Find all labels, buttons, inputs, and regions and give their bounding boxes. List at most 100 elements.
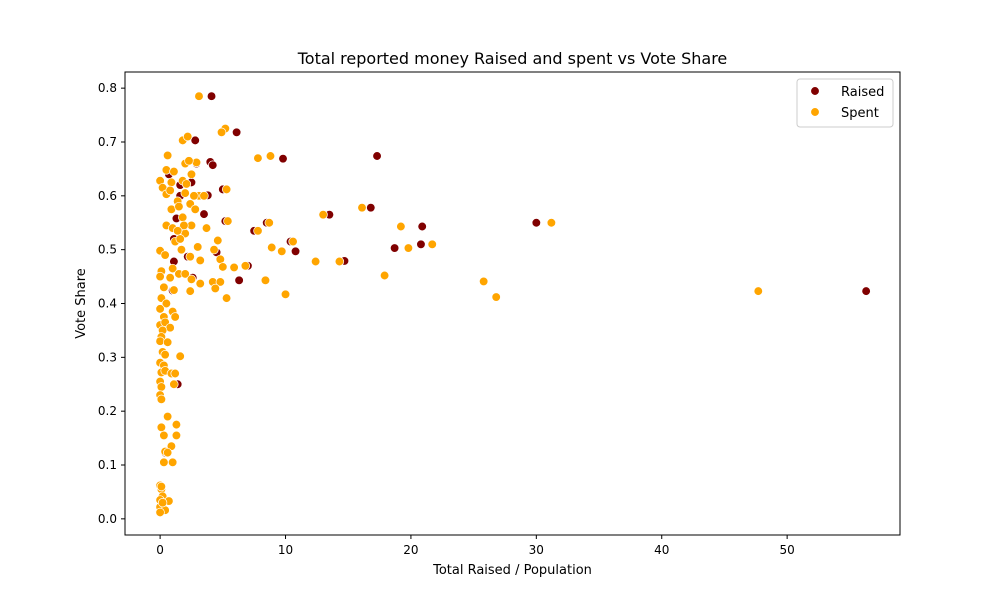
point-raised — [389, 243, 400, 253]
point-raised — [206, 91, 217, 101]
point-spent — [403, 243, 414, 253]
point-spent — [175, 351, 185, 361]
point-spent — [199, 191, 209, 201]
point-spent — [221, 184, 232, 195]
y-tick-label: 0.5 — [98, 243, 117, 257]
point-raised — [366, 203, 376, 213]
point-spent — [189, 191, 199, 201]
point-spent — [280, 289, 291, 300]
point-spent — [194, 91, 204, 101]
point-spent — [161, 165, 172, 175]
point-spent — [223, 216, 233, 226]
legend-label-spent: Spent — [841, 106, 879, 121]
point-spent — [160, 350, 170, 360]
point-raised — [861, 286, 871, 296]
point-raised — [416, 239, 426, 249]
x-axis-label: Total Raised / Population — [432, 563, 592, 578]
point-spent — [201, 223, 212, 233]
point-spent — [277, 246, 287, 256]
point-spent — [181, 179, 192, 189]
point-spent — [170, 368, 180, 379]
point-spent — [491, 292, 501, 302]
x-tick-label: 10 — [278, 543, 293, 557]
point-spent — [253, 153, 263, 163]
point-spent — [193, 242, 203, 252]
point-spent — [218, 262, 228, 272]
point-spent — [184, 156, 194, 166]
point-spent — [195, 278, 205, 289]
point-raised — [199, 209, 209, 219]
point-spent — [216, 127, 227, 137]
point-spent — [156, 382, 167, 392]
y-tick-label: 0.0 — [98, 512, 117, 526]
point-spent — [191, 157, 202, 168]
point-spent — [156, 481, 167, 492]
point-spent — [288, 236, 298, 247]
point-spent — [175, 234, 185, 244]
point-spent — [185, 286, 195, 296]
point-spent — [265, 151, 276, 161]
y-tick-label: 0.2 — [98, 404, 117, 418]
point-spent — [753, 286, 763, 296]
point-spent — [240, 261, 251, 271]
legend-label-raised: Raised — [841, 85, 884, 100]
point-spent — [186, 169, 197, 179]
point-raised — [417, 221, 427, 232]
point-spent — [176, 245, 187, 255]
point-spent — [180, 188, 190, 198]
point-spent — [170, 312, 180, 322]
point-spent — [155, 304, 165, 314]
x-tick-label: 40 — [654, 543, 669, 557]
point-spent — [157, 498, 168, 508]
y-tick-label: 0.4 — [98, 297, 117, 311]
data-points — [155, 91, 871, 518]
point-spent — [209, 245, 219, 255]
point-spent — [173, 226, 183, 236]
point-spent — [162, 150, 173, 161]
point-spent — [179, 220, 189, 231]
point-spent — [195, 255, 205, 266]
point-spent — [161, 298, 172, 309]
point-spent — [396, 221, 406, 232]
point-spent — [479, 276, 489, 287]
point-spent — [162, 411, 173, 422]
point-spent — [190, 204, 200, 214]
point-spent — [159, 430, 169, 441]
x-tick-label: 50 — [779, 543, 794, 557]
point-spent — [546, 218, 557, 228]
point-spent — [155, 271, 165, 282]
point-raised — [278, 154, 288, 164]
y-tick-label: 0.8 — [98, 81, 117, 95]
y-tick-label: 0.1 — [98, 458, 117, 472]
point-spent — [334, 256, 345, 267]
point-spent — [186, 274, 197, 284]
point-spent — [171, 430, 182, 441]
point-spent — [229, 262, 239, 273]
y-tick-label: 0.3 — [98, 350, 117, 364]
x-tick-label: 20 — [403, 543, 418, 557]
point-spent — [162, 447, 173, 458]
point-spent — [185, 252, 195, 262]
point-spent — [156, 422, 167, 432]
point-spent — [169, 166, 179, 177]
point-spent — [253, 226, 263, 236]
point-spent — [260, 275, 271, 286]
point-spent — [178, 212, 188, 223]
legend: Raised Spent — [796, 78, 894, 128]
x-tick-label: 0 — [156, 543, 164, 557]
point-raised — [190, 135, 200, 146]
chart-title: Total reported money Raised and spent vs… — [297, 49, 728, 68]
y-tick-label: 0.7 — [98, 135, 117, 149]
point-spent — [221, 293, 232, 303]
point-spent — [215, 277, 225, 287]
point-spent — [267, 242, 277, 253]
legend-box — [796, 78, 894, 128]
axes-frame — [124, 71, 901, 536]
point-raised — [208, 160, 218, 170]
point-spent — [159, 282, 169, 293]
point-spent — [159, 457, 169, 467]
point-spent — [166, 177, 177, 188]
legend-marker-spent — [810, 107, 820, 117]
point-spent — [162, 337, 173, 347]
